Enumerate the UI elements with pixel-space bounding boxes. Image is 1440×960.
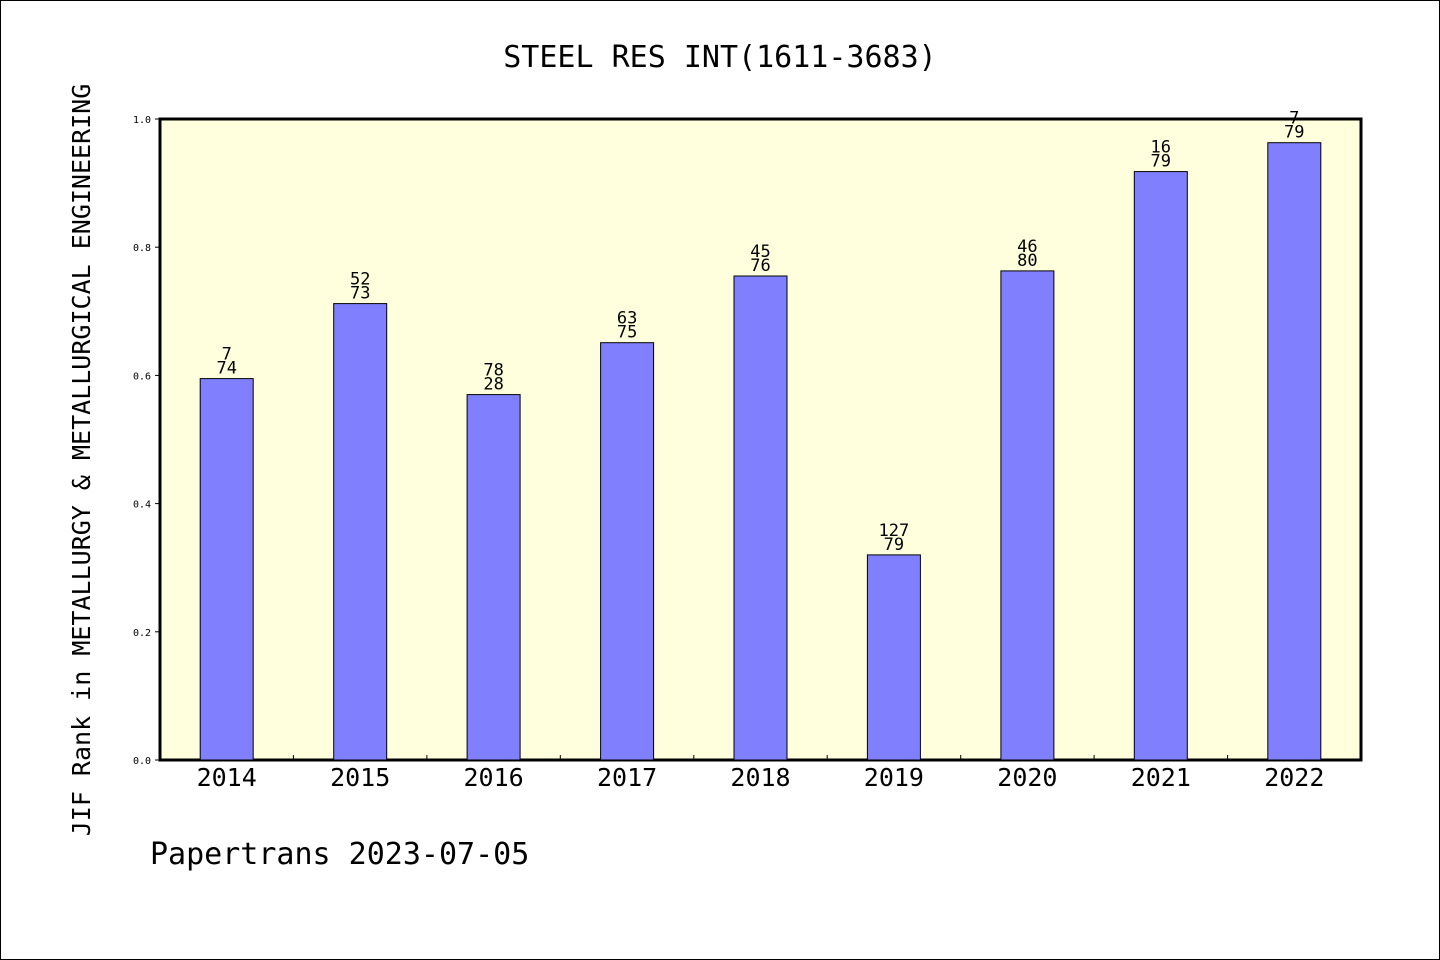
bar-2022 <box>1267 142 1322 761</box>
bar-label-top: 78 <box>483 361 503 381</box>
y-axis-ticks: 0.0 0.2 0.4 0.6 0.8 1.0 <box>133 115 160 767</box>
bar-label-bottom: 79 <box>884 535 904 555</box>
x-tick-label: 2019 <box>864 763 924 792</box>
bar-label-bottom: 79 <box>1151 152 1171 172</box>
x-tick-label: 2017 <box>597 763 657 792</box>
bar-2020 <box>1000 270 1055 761</box>
x-axis-ticks: 2014 2015 2016 2017 2018 2019 2020 2021 2022 <box>197 755 1324 792</box>
bar-2014 <box>199 378 254 761</box>
x-tick-label: 2016 <box>463 763 523 792</box>
y-tick-label: 0.0 <box>133 756 151 767</box>
bar-label-top: 16 <box>1151 138 1171 158</box>
bar-2016 <box>466 394 521 761</box>
bar-label-bottom: 28 <box>483 375 503 395</box>
bar-label-top: 7 <box>1289 109 1299 129</box>
y-tick-label: 0.4 <box>133 500 151 511</box>
footer-credit: Papertrans 2023-07-05 <box>150 837 529 872</box>
y-tick-label: 0.8 <box>133 243 151 254</box>
bar-label-top: 46 <box>1017 237 1037 257</box>
bar-label-top: 45 <box>750 242 770 262</box>
bar-label-bottom: 74 <box>216 359 236 379</box>
y-tick-label: 1.0 <box>133 115 151 126</box>
bar-2018 <box>733 275 788 761</box>
bar-label-top: 7 <box>222 345 232 365</box>
bar-label-bottom: 75 <box>617 323 637 343</box>
bar-label-bottom: 79 <box>1284 123 1304 143</box>
bar-2021 <box>1133 171 1188 761</box>
x-tick-label: 2014 <box>197 763 257 792</box>
y-tick-label: 0.6 <box>133 371 151 382</box>
x-tick-label: 2018 <box>730 763 790 792</box>
bar-2015 <box>333 303 388 761</box>
bar-label-bottom: 80 <box>1017 251 1037 271</box>
bar-label-top: 127 <box>879 521 910 541</box>
x-tick-label: 2020 <box>997 763 1057 792</box>
bar-2017 <box>600 342 655 761</box>
chart-title: STEEL RES INT(1611-3683) <box>503 40 936 75</box>
bar-label-top: 52 <box>350 270 370 290</box>
x-tick-label: 2022 <box>1264 763 1324 792</box>
bar-2019 <box>866 554 921 761</box>
bar-label-bottom: 73 <box>350 284 370 304</box>
x-tick-label: 2021 <box>1131 763 1191 792</box>
bar-label-bottom: 76 <box>750 256 770 276</box>
x-tick-label: 2015 <box>330 763 390 792</box>
bar-label-top: 63 <box>617 309 637 329</box>
bars-layer <box>199 142 1322 761</box>
y-tick-label: 0.2 <box>133 628 151 639</box>
y-axis-label: JIF Rank in METALLURGY & METALLURGICAL E… <box>67 84 96 837</box>
